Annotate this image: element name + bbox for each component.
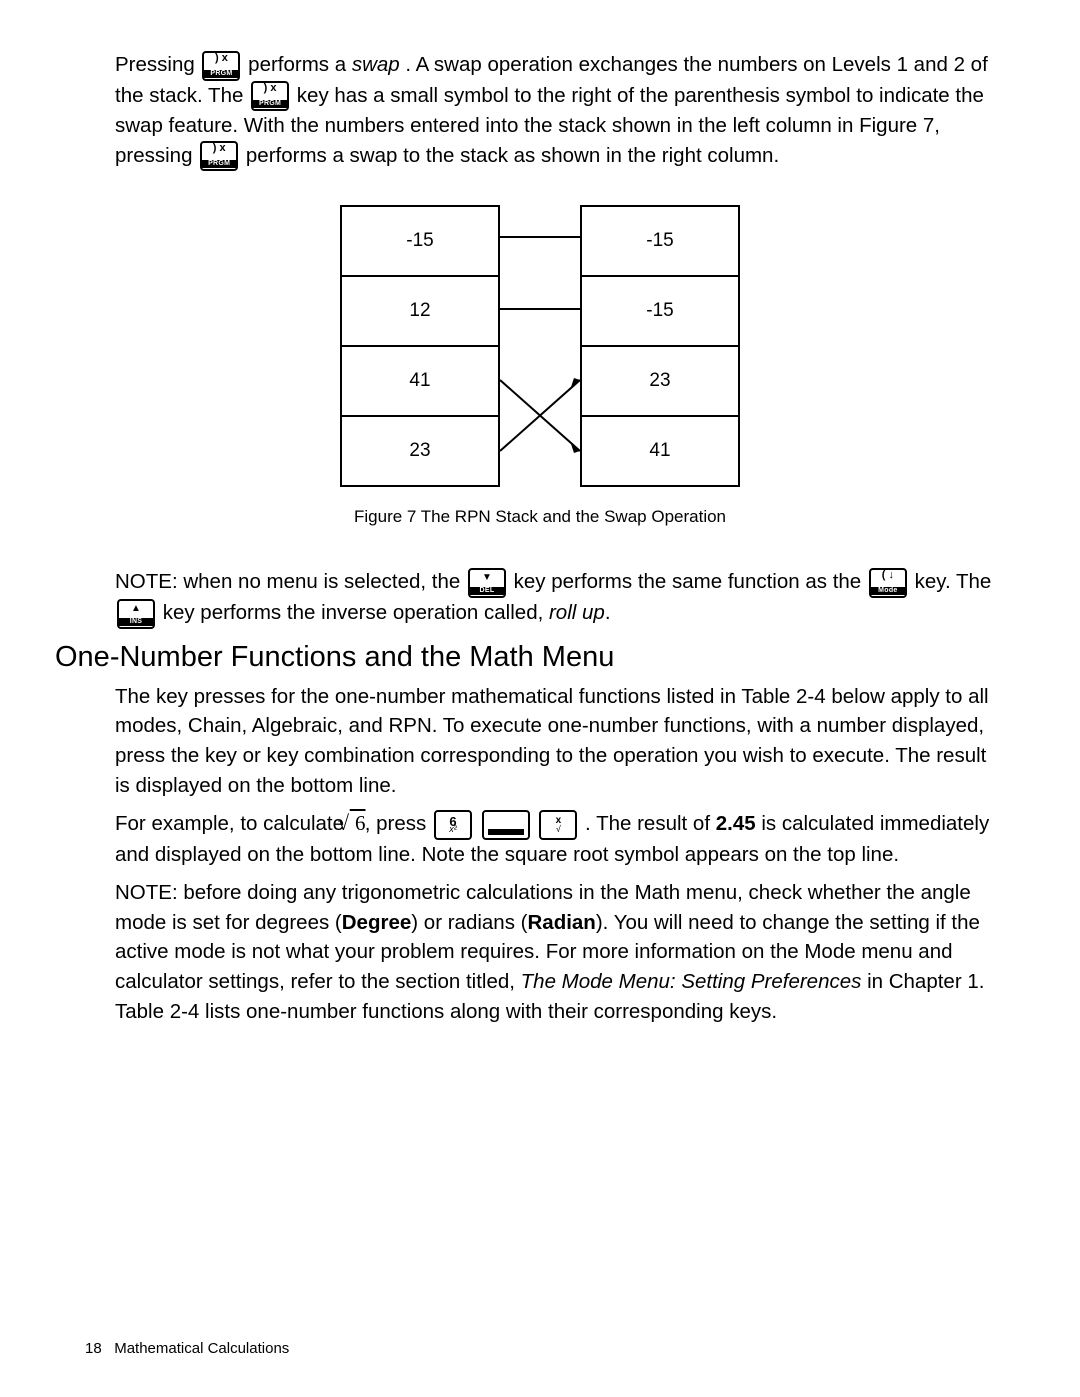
footer-label: Mathematical Calculations [114, 1340, 289, 1357]
stack-cell: 23 [340, 415, 500, 487]
note-roll-keys: NOTE: when no menu is selected, the ▼ DE… [115, 567, 995, 628]
text: key performs the inverse operation calle… [163, 601, 549, 624]
ins-key-icon: ▲ INS [117, 599, 155, 629]
figure-7-caption: Figure 7 The RPN Stack and the Swap Oper… [85, 507, 995, 527]
prgm-key-icon: ) x PRGM [200, 141, 238, 171]
stack-cell: 12 [340, 275, 500, 347]
stack-cell: -15 [580, 205, 740, 277]
section-heading: One-Number Functions and the Math Menu [55, 641, 995, 674]
paragraph-example: For example, to calculate 6√ , press 6 x… [115, 808, 995, 869]
swap-connector-icon [500, 201, 580, 489]
figure-7: -15 12 41 23 -15 -15 23 41 [85, 201, 995, 489]
text: performs a [248, 53, 352, 76]
page-footer: 18 Mathematical Calculations [85, 1340, 289, 1357]
text: NOTE: when no menu is selected, the [115, 570, 466, 593]
text: key performs the same function as the [514, 570, 867, 593]
stack-cell: -15 [340, 205, 500, 277]
result-value: 2.45 [716, 812, 756, 835]
text: . [605, 601, 611, 624]
text: key. The [915, 570, 992, 593]
paragraph-one-number: The key presses for the one-number mathe… [115, 682, 995, 801]
text: , press [365, 812, 432, 835]
stack-cell: -15 [580, 275, 740, 347]
prgm-key-icon: ) x PRGM [251, 81, 289, 111]
stack-cell: 41 [340, 345, 500, 417]
del-key-icon: ▼ DEL [468, 568, 506, 598]
text: performs a swap to the stack as shown in… [246, 144, 779, 167]
page-number: 18 [85, 1340, 102, 1357]
note-trig: NOTE: before doing any trigonometric cal… [115, 878, 995, 1027]
shift-key-icon [482, 810, 530, 840]
mode-key-icon: ( ↓ Mode [869, 568, 907, 598]
text: Pressing [115, 53, 200, 76]
mode-menu-ref: The Mode Menu: Setting Preferences [521, 970, 862, 993]
sqrt6-expression: 6 [350, 811, 366, 835]
radian-term: Radian [527, 911, 595, 934]
paragraph-swap-intro: Pressing ) x PRGM performs a swap . A sw… [115, 50, 995, 171]
prgm-key-icon: ) x PRGM [202, 51, 240, 81]
text: For example, to calculate [115, 812, 350, 835]
stack-left: -15 12 41 23 [340, 205, 500, 485]
degree-term: Degree [342, 911, 412, 934]
swap-term: swap [352, 53, 400, 76]
six-key-icon: 6 x² [434, 810, 472, 840]
stack-right: -15 -15 23 41 [580, 205, 740, 485]
sqrt-key-icon: x √ [539, 810, 577, 840]
stack-cell: 41 [580, 415, 740, 487]
text: . The result of [585, 812, 716, 835]
text: ) or radians ( [411, 911, 527, 934]
stack-cell: 23 [580, 345, 740, 417]
rollup-term: roll up [549, 601, 605, 624]
